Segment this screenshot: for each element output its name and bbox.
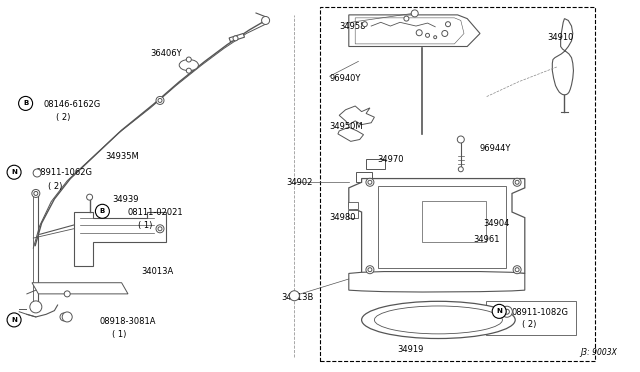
Circle shape xyxy=(86,194,93,200)
Circle shape xyxy=(362,22,367,27)
Text: N: N xyxy=(11,317,17,323)
Polygon shape xyxy=(349,15,480,46)
Circle shape xyxy=(60,313,68,321)
Circle shape xyxy=(64,291,70,297)
Text: 96944Y: 96944Y xyxy=(480,144,511,153)
Polygon shape xyxy=(378,186,506,268)
Circle shape xyxy=(434,36,436,39)
Circle shape xyxy=(412,10,418,17)
Text: B: B xyxy=(100,208,105,214)
Bar xyxy=(486,301,576,335)
Polygon shape xyxy=(348,202,358,209)
Circle shape xyxy=(458,167,463,172)
Ellipse shape xyxy=(374,306,502,334)
Bar xyxy=(320,7,595,361)
Text: 34904: 34904 xyxy=(483,219,509,228)
Text: 34980: 34980 xyxy=(330,213,356,222)
Text: N: N xyxy=(11,169,17,175)
Text: 34950M: 34950M xyxy=(330,122,364,131)
Text: 34902: 34902 xyxy=(287,178,313,187)
Polygon shape xyxy=(349,272,525,292)
Text: 08146-6162G: 08146-6162G xyxy=(44,100,100,109)
Circle shape xyxy=(368,268,372,272)
Polygon shape xyxy=(366,159,385,169)
Circle shape xyxy=(158,99,162,102)
Circle shape xyxy=(501,306,513,317)
Text: ( 1): ( 1) xyxy=(112,330,126,339)
Circle shape xyxy=(416,30,422,36)
Circle shape xyxy=(186,57,191,62)
Polygon shape xyxy=(552,19,573,95)
Text: B: B xyxy=(23,100,28,106)
Circle shape xyxy=(366,178,374,186)
Text: 34961: 34961 xyxy=(474,235,500,244)
Polygon shape xyxy=(229,33,244,42)
Text: 08111-02021: 08111-02021 xyxy=(128,208,184,217)
Circle shape xyxy=(34,192,38,195)
Text: ( 2): ( 2) xyxy=(522,320,536,329)
Circle shape xyxy=(158,227,162,231)
Circle shape xyxy=(186,68,191,73)
Polygon shape xyxy=(74,212,166,266)
Text: 08911-1082G: 08911-1082G xyxy=(512,308,569,317)
Polygon shape xyxy=(356,172,372,182)
Ellipse shape xyxy=(179,60,198,71)
Circle shape xyxy=(32,189,40,198)
Circle shape xyxy=(492,304,506,318)
Circle shape xyxy=(513,266,521,274)
Text: 34919: 34919 xyxy=(397,345,423,354)
Text: 34970: 34970 xyxy=(378,155,404,164)
Circle shape xyxy=(62,312,72,322)
Circle shape xyxy=(233,36,238,41)
Text: ( 2): ( 2) xyxy=(48,182,62,190)
Polygon shape xyxy=(348,210,358,218)
Circle shape xyxy=(445,22,451,27)
Circle shape xyxy=(7,165,21,179)
Text: 36406Y: 36406Y xyxy=(150,49,182,58)
Circle shape xyxy=(515,268,519,272)
Circle shape xyxy=(515,180,519,184)
Text: N: N xyxy=(496,308,502,314)
Text: 34958: 34958 xyxy=(339,22,365,31)
Text: 34939: 34939 xyxy=(112,195,138,203)
Circle shape xyxy=(19,96,33,110)
Circle shape xyxy=(289,291,300,301)
Circle shape xyxy=(33,169,41,177)
Text: ( 1): ( 1) xyxy=(138,221,152,230)
Text: 34013B: 34013B xyxy=(282,293,314,302)
Text: 08911-1062G: 08911-1062G xyxy=(35,169,92,177)
Circle shape xyxy=(368,180,372,184)
Text: J3: 9003X: J3: 9003X xyxy=(580,348,618,357)
Circle shape xyxy=(95,204,109,218)
Text: 96940Y: 96940Y xyxy=(330,74,361,83)
Text: 34910: 34910 xyxy=(547,33,573,42)
Circle shape xyxy=(458,136,464,143)
Circle shape xyxy=(513,178,521,186)
Circle shape xyxy=(366,266,374,274)
Circle shape xyxy=(30,301,42,313)
Circle shape xyxy=(7,313,21,327)
Text: 34935M: 34935M xyxy=(106,152,140,161)
Circle shape xyxy=(442,31,448,36)
Circle shape xyxy=(404,16,409,21)
Circle shape xyxy=(156,96,164,105)
Text: 08918-3081A: 08918-3081A xyxy=(99,317,156,326)
Ellipse shape xyxy=(362,301,515,339)
Circle shape xyxy=(262,16,269,25)
Text: 34013A: 34013A xyxy=(141,267,173,276)
Polygon shape xyxy=(349,179,525,273)
Circle shape xyxy=(426,33,429,37)
Text: ( 2): ( 2) xyxy=(56,113,70,122)
Polygon shape xyxy=(338,127,364,141)
Polygon shape xyxy=(32,283,128,294)
Polygon shape xyxy=(339,106,374,125)
Circle shape xyxy=(504,309,509,314)
Circle shape xyxy=(156,225,164,233)
